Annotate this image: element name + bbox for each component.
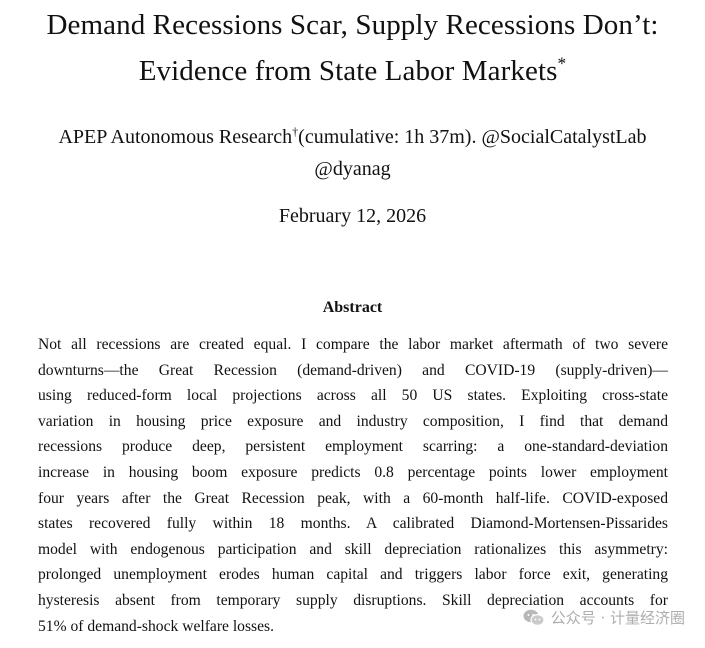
title-line-2-text: Evidence from State Labor Markets [138,55,558,87]
abstract-line: hysteresis absent from temporary supply … [38,591,668,609]
watermark: 公众号 · 计量经济圈 [523,607,685,628]
watermark-text: 公众号 · 计量经济圈 [550,609,685,627]
abstract-line: using reduced-form local projections acr… [38,387,668,405]
abstract-line: four years after the Great Recession pea… [38,489,668,507]
abstract-line: prolonged unemployment erodes human capi… [38,566,668,584]
abstract-line: downturns—the Great Recession (demand-dr… [38,361,668,379]
abstract-line: model with endogenous participation and … [38,540,668,558]
abstract-line: 51% of demand-shock welfare losses. [38,617,275,635]
title-footnote-mark: * [557,53,567,74]
abstract-line: states recovered fully within 18 months.… [38,515,668,533]
author-footnote-mark: † [292,124,299,139]
author-line-1: APEP Autonomous Research†(cumulative: 1h… [0,121,705,153]
abstract-heading: Abstract [322,299,383,316]
paper-title: Demand Recessions Scar, Supply Recession… [0,2,705,94]
abstract-line: Not all recessions are created equal. I … [38,336,668,353]
author-affiliation: (cumulative: 1h 37m). @SocialCatalystLab [298,126,647,148]
author-name: APEP Autonomous Research [58,126,293,148]
author-line-2: @dyanag [314,158,391,180]
paper-date: February 12, 2026 [278,205,427,227]
abstract-line: recessions produce deep, persistent empl… [38,438,668,456]
author-block: APEP Autonomous Research†(cumulative: 1h… [0,121,705,185]
abstract-line: increase in housing boom exposure predic… [38,463,668,481]
title-line-1: Demand Recessions Scar, Supply Recession… [46,9,659,41]
wechat-icon [523,609,545,627]
title-line-2: Evidence from State Labor Markets* [0,48,705,94]
abstract-line: variation in housing price exposure and … [38,412,668,430]
abstract-body: Not all recessions are created equal. I … [38,332,668,639]
